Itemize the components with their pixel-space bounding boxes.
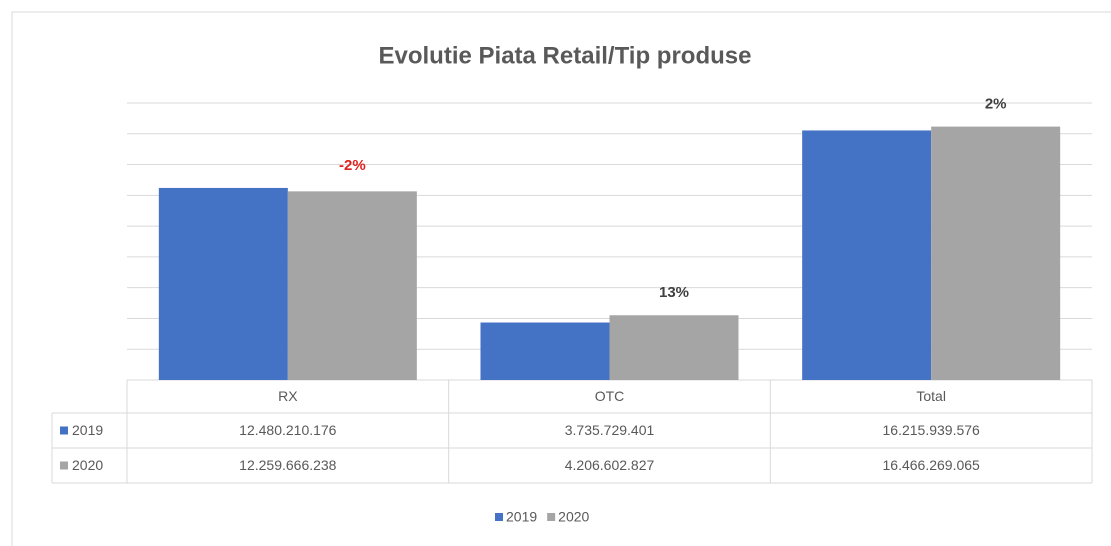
bar: [802, 130, 932, 380]
table-value: 4.206.602.827: [565, 457, 655, 473]
chart-frame: [11, 11, 1111, 546]
table-value: 12.259.666.238: [239, 457, 337, 473]
bar: [480, 322, 610, 380]
chart-title: Evolutie Piata Retail/Tip produse: [379, 42, 752, 69]
x-tick-label: Total: [916, 388, 946, 404]
legend-key: [547, 513, 556, 521]
legend-key: [495, 513, 503, 521]
table-series-name: 2019: [72, 422, 103, 438]
bar: [609, 315, 739, 380]
legend-label: 2019: [506, 509, 537, 525]
table-value: 16.215.939.576: [883, 422, 981, 438]
bar: [287, 191, 417, 380]
growth-label: -2%: [339, 157, 366, 174]
x-tick-label: OTC: [595, 388, 625, 404]
growth-label: 13%: [659, 284, 689, 301]
bar: [931, 126, 1061, 380]
table-value: 3.735.729.401: [565, 422, 655, 438]
bar: [158, 187, 288, 380]
table-series-name: 2020: [72, 457, 103, 473]
growth-label: 2%: [985, 96, 1007, 113]
table-legend-key: [60, 461, 68, 470]
legend-label: 2020: [558, 509, 589, 525]
table-legend-key: [60, 426, 68, 435]
x-tick-label: RX: [278, 388, 298, 404]
table-value: 16.466.269.065: [883, 457, 981, 473]
table-value: 12.480.210.176: [239, 422, 337, 438]
